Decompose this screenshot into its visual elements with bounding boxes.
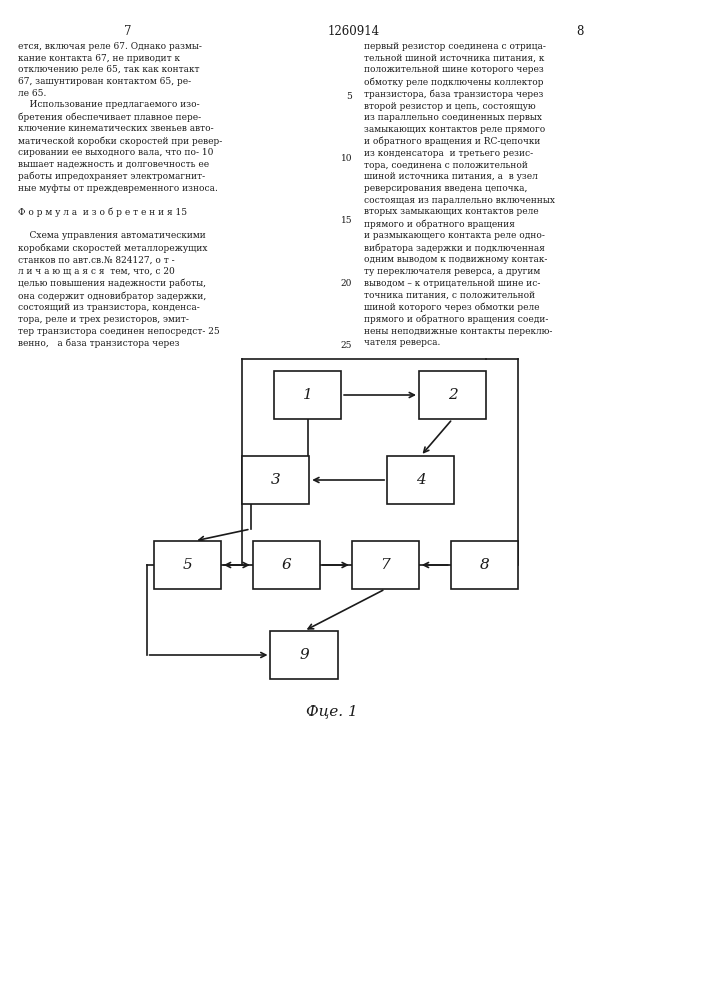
Text: 7: 7 [380,558,390,572]
Text: 5: 5 [346,92,352,101]
Text: 3: 3 [271,473,281,487]
Text: 20: 20 [341,279,352,288]
Text: ется, включая реле 67. Однако размы-
кание контакта 67, не приводит к
отключению: ется, включая реле 67. Однако размы- кан… [18,42,222,348]
Text: 5: 5 [182,558,192,572]
Text: 10: 10 [341,154,352,163]
Text: 1260914: 1260914 [327,25,380,38]
Text: 4: 4 [416,473,426,487]
Text: 8: 8 [479,558,489,572]
Bar [270,631,338,679]
Text: 9: 9 [299,648,309,662]
Bar [387,456,454,504]
Bar [352,541,419,589]
Text: 15: 15 [341,216,352,225]
Text: 6: 6 [281,558,291,572]
Bar [242,456,310,504]
Text: 2: 2 [448,388,457,402]
Bar [419,371,486,419]
Bar [253,541,320,589]
Text: 25: 25 [341,341,352,350]
Text: Фце. 1: Фце. 1 [306,704,358,718]
Text: 1: 1 [303,388,312,402]
Bar [451,541,518,589]
Text: 8: 8 [576,25,583,38]
Bar [154,541,221,589]
Text: 7: 7 [124,25,131,38]
Bar [274,371,341,419]
Text: первый резистор соединена с отрица-
тельной шиной источника питания, к
положител: первый резистор соединена с отрица- тель… [364,42,555,347]
